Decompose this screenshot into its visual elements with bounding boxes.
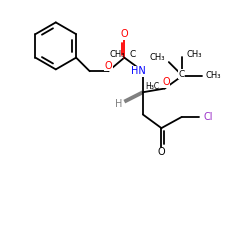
Text: H₃C: H₃C — [145, 82, 159, 91]
Text: CH₃: CH₃ — [150, 53, 166, 62]
Text: O: O — [120, 30, 128, 40]
Text: Cl: Cl — [204, 112, 213, 122]
Text: CH₃: CH₃ — [109, 50, 125, 59]
Text: HN: HN — [131, 66, 146, 76]
Text: C: C — [178, 70, 184, 79]
Text: CH₃: CH₃ — [186, 50, 202, 59]
Text: O: O — [162, 77, 170, 87]
Text: O: O — [104, 61, 112, 71]
Text: CH₃: CH₃ — [206, 71, 221, 80]
Text: C: C — [129, 50, 135, 59]
Text: H: H — [115, 98, 122, 108]
Text: O: O — [158, 147, 165, 157]
